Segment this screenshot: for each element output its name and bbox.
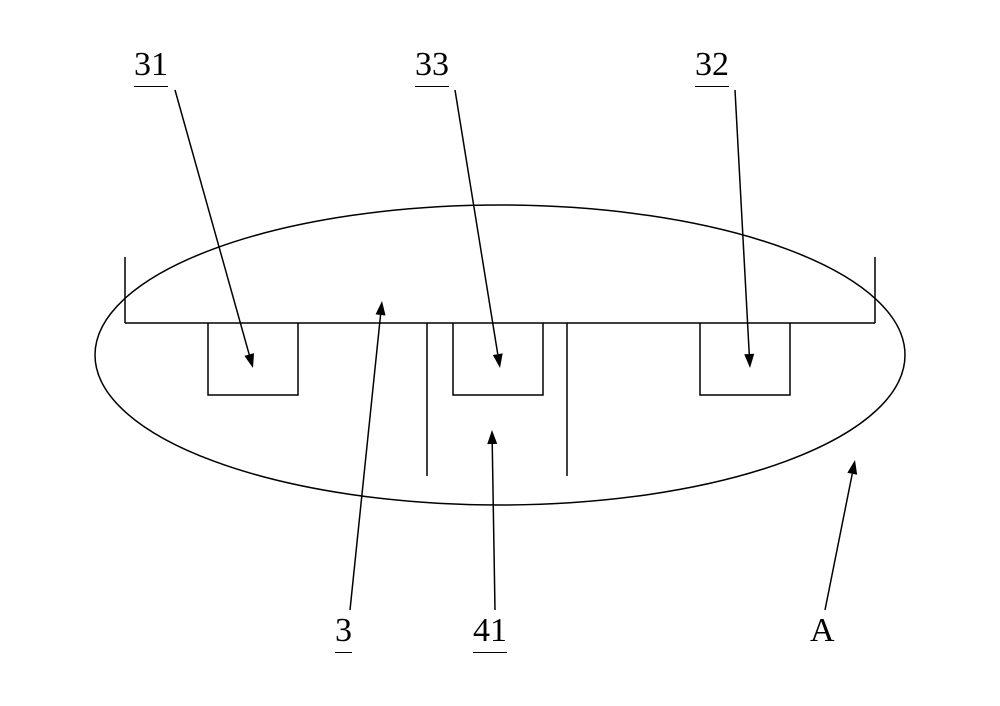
leader-arrowhead — [493, 353, 503, 368]
label-l3: 3 — [335, 612, 352, 653]
label-lA: A — [810, 612, 835, 650]
label-l33: 33 — [415, 46, 449, 87]
label-l32: 32 — [695, 46, 729, 87]
label-l41: 41 — [473, 612, 507, 653]
leader-line — [455, 90, 498, 354]
leader-arrowhead — [744, 354, 754, 368]
leader-arrowhead — [487, 430, 497, 444]
leader-arrowhead — [244, 353, 254, 368]
leader-arrowhead — [847, 460, 857, 475]
leader-line — [175, 90, 249, 355]
label-l31: 31 — [134, 46, 168, 87]
leader-line — [825, 474, 852, 610]
leader-arrowhead — [376, 301, 386, 315]
leader-line — [350, 315, 381, 610]
leader-line — [735, 90, 749, 354]
slot32 — [700, 323, 790, 395]
leader-line — [492, 444, 495, 610]
